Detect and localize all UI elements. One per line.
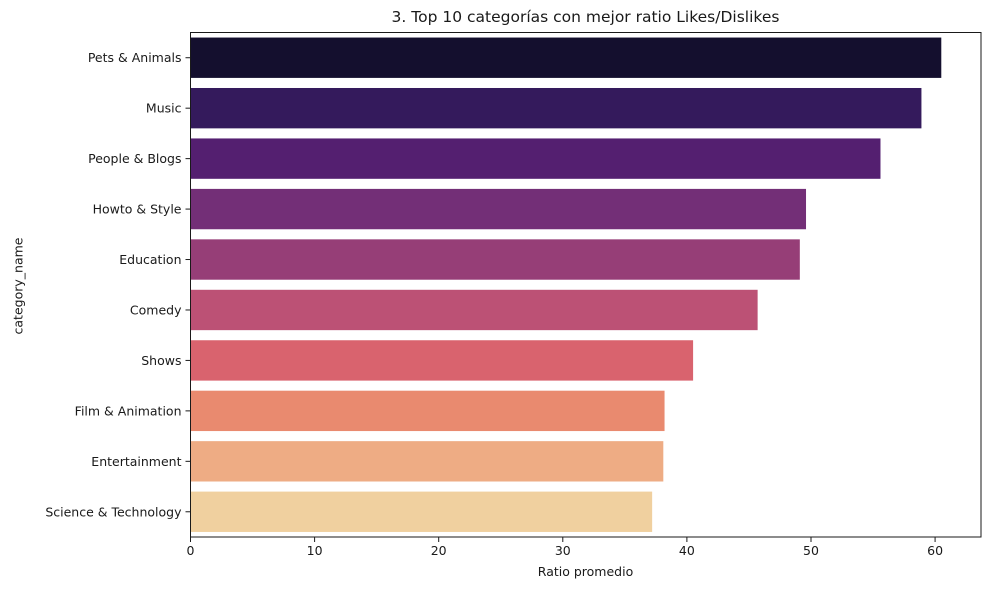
x-tick-label: 40 bbox=[679, 543, 695, 558]
y-tick-label: Howto & Style bbox=[93, 202, 182, 217]
y-tick-label: Shows bbox=[141, 353, 181, 368]
y-tick-label: Comedy bbox=[130, 302, 182, 317]
y-tick-labels: Pets & Animals Music People & Blogs Howto &… bbox=[45, 50, 191, 519]
x-tick-label: 10 bbox=[307, 543, 323, 558]
bar-film-animation bbox=[190, 390, 665, 432]
x-tick-labels: 0 10 20 30 40 50 60 bbox=[187, 537, 943, 558]
x-tick-label: 30 bbox=[555, 543, 571, 558]
y-tick-label: People & Blogs bbox=[88, 151, 181, 166]
bar-howto-style bbox=[190, 188, 807, 230]
bar-comedy bbox=[190, 289, 758, 331]
chart-title: 3. Top 10 categorías con mejor ratio Lik… bbox=[391, 8, 780, 26]
y-tick-label: Music bbox=[146, 101, 182, 116]
x-tick-label: 60 bbox=[927, 543, 943, 558]
bar-education bbox=[190, 239, 800, 280]
x-tick-label: 0 bbox=[187, 543, 195, 558]
y-tick-label: Film & Animation bbox=[75, 403, 182, 418]
x-tick-label: 20 bbox=[431, 543, 447, 558]
bars-group bbox=[190, 37, 942, 532]
bar-science-technology bbox=[190, 491, 653, 532]
x-tick-label: 50 bbox=[803, 543, 819, 558]
bar-people-blogs bbox=[190, 138, 881, 179]
y-tick-label: Pets & Animals bbox=[88, 50, 182, 65]
bar-entertainment bbox=[190, 441, 664, 482]
x-axis-label: Ratio promedio bbox=[537, 564, 634, 579]
plot-frame bbox=[190, 32, 982, 538]
y-tick-label: Education bbox=[119, 252, 181, 267]
y-tick-label: Science & Technology bbox=[45, 504, 182, 519]
bar-pets-animals bbox=[190, 37, 942, 78]
bar-music bbox=[190, 87, 922, 129]
bar-shows bbox=[190, 340, 694, 381]
y-tick-label: Entertainment bbox=[91, 454, 181, 469]
